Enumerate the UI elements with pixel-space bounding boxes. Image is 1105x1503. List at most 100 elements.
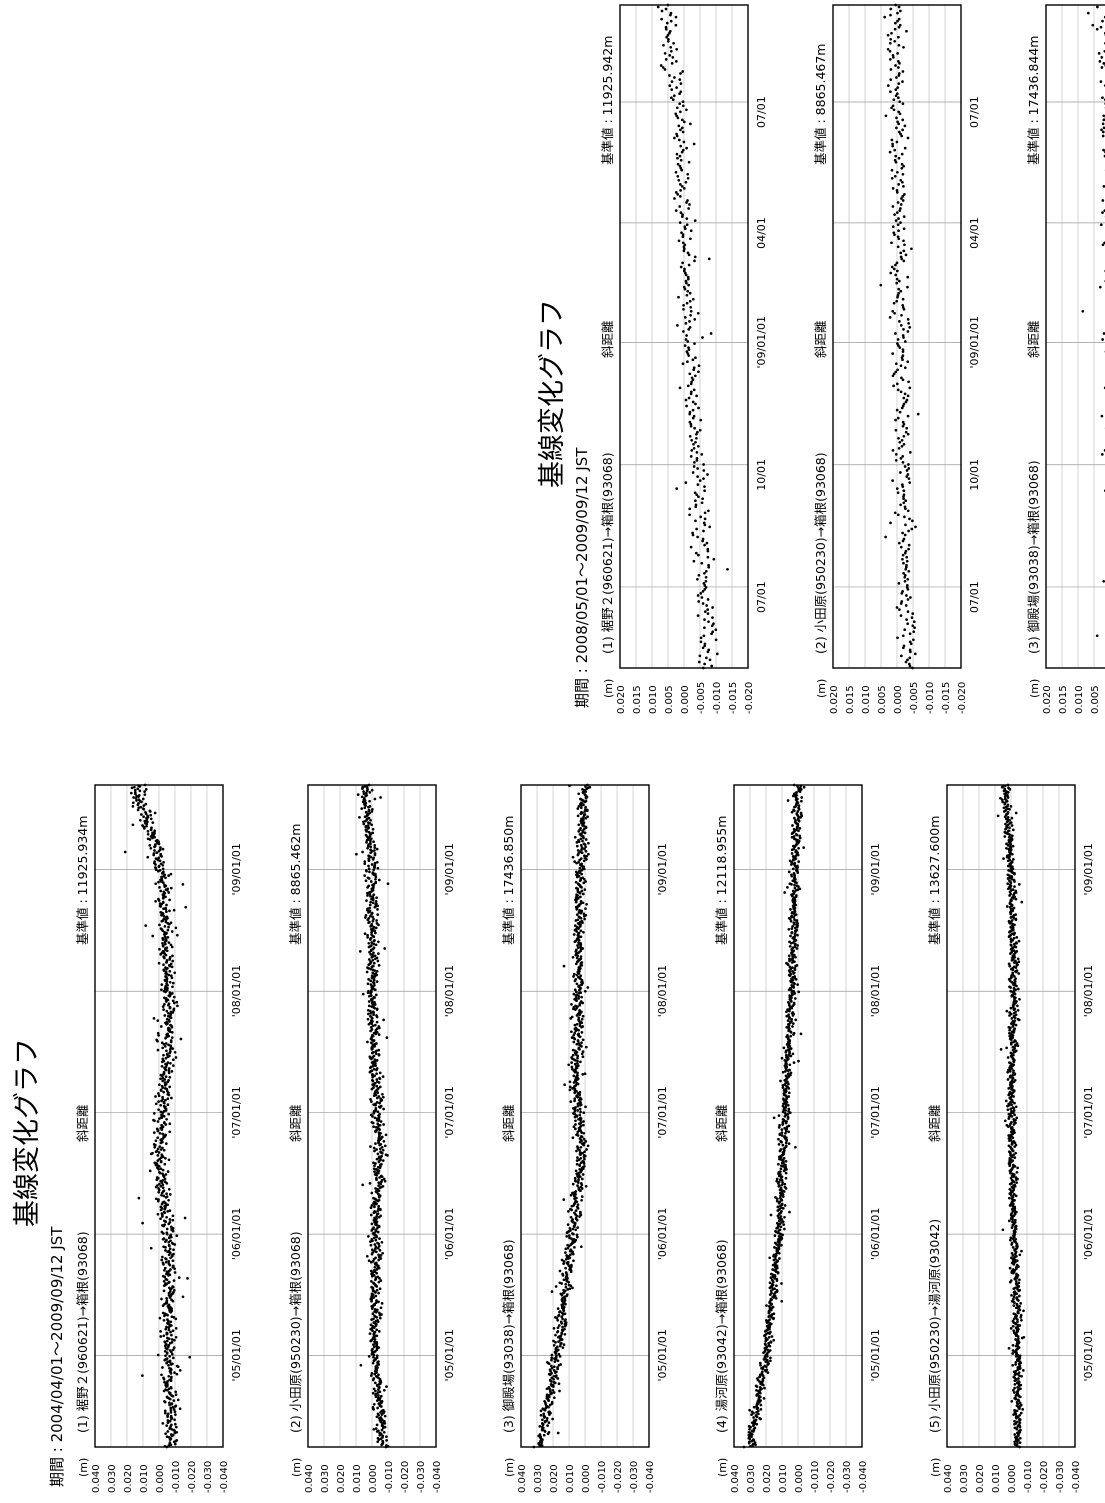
data-point <box>171 954 174 957</box>
data-point <box>678 102 681 105</box>
data-point <box>375 1299 378 1302</box>
data-point <box>162 950 165 953</box>
data-point <box>169 981 172 984</box>
data-point <box>767 1332 770 1335</box>
data-point <box>161 1172 164 1175</box>
data-point <box>379 1072 382 1075</box>
data-point <box>682 304 685 307</box>
data-point <box>165 1261 168 1264</box>
data-point <box>788 1063 791 1066</box>
data-point <box>159 853 162 856</box>
data-point <box>587 842 590 845</box>
data-point <box>693 260 696 263</box>
data-point <box>367 1018 370 1021</box>
data-point <box>692 409 695 412</box>
data-point <box>711 606 714 609</box>
data-point <box>569 1100 572 1103</box>
data-point <box>168 970 171 973</box>
data-point <box>679 195 682 198</box>
data-point <box>1016 969 1019 972</box>
data-point <box>162 1186 165 1189</box>
reference-value-label: 基準値 : 11925.934m <box>75 816 90 945</box>
y-tick-label: -0.020 <box>187 1461 198 1493</box>
data-point <box>163 1319 166 1322</box>
data-point <box>168 1002 171 1005</box>
data-point <box>579 1151 582 1154</box>
data-point <box>784 1183 787 1186</box>
data-point <box>703 634 706 637</box>
data-point <box>792 1022 795 1025</box>
data-point <box>702 538 705 541</box>
data-point <box>787 1130 790 1133</box>
data-point <box>160 1111 163 1114</box>
data-point <box>587 853 590 856</box>
data-point <box>168 1304 171 1307</box>
data-point <box>1008 1150 1011 1153</box>
data-point <box>380 1155 383 1158</box>
data-point <box>376 970 379 973</box>
data-point <box>694 374 697 377</box>
data-point <box>692 358 695 361</box>
data-point <box>372 1226 375 1229</box>
data-point <box>660 64 663 67</box>
data-point <box>376 1319 379 1322</box>
data-point <box>367 1013 370 1016</box>
data-point <box>383 1178 386 1181</box>
data-point <box>363 860 366 863</box>
data-point <box>564 1267 567 1270</box>
data-point <box>699 655 702 658</box>
data-point <box>580 1182 583 1185</box>
baseline-label: (1) 裾野２(960621)→箱根(93068) <box>75 1231 90 1433</box>
data-point <box>541 1422 544 1425</box>
data-point <box>1005 1010 1008 1013</box>
data-point <box>792 921 795 924</box>
data-point <box>162 868 165 871</box>
data-point <box>369 805 372 808</box>
data-point <box>563 1328 566 1331</box>
data-point <box>777 1138 780 1141</box>
data-point <box>769 1281 772 1284</box>
data-point <box>1017 1380 1020 1383</box>
data-point <box>160 1074 163 1077</box>
data-point <box>132 805 135 808</box>
x-tick-label: '09/01/01 <box>869 843 882 895</box>
data-point <box>776 1222 779 1225</box>
data-point <box>373 946 376 949</box>
data-point <box>1016 1171 1019 1174</box>
data-point <box>685 399 688 402</box>
data-point <box>708 526 711 529</box>
data-point <box>164 975 167 978</box>
data-point <box>785 1160 788 1163</box>
data-point <box>135 797 138 800</box>
data-point <box>687 346 690 349</box>
data-point <box>579 1061 582 1064</box>
data-point <box>1005 1047 1008 1050</box>
data-point <box>160 1089 163 1092</box>
y-tick-label: 0.000 <box>680 685 691 714</box>
data-point <box>786 1080 789 1083</box>
data-point <box>693 342 696 345</box>
data-point <box>686 173 689 176</box>
data-point <box>778 1114 781 1117</box>
data-point <box>382 1149 385 1152</box>
data-point <box>585 1046 588 1049</box>
data-point <box>572 1183 575 1186</box>
data-point <box>373 849 376 852</box>
data-point <box>679 387 682 390</box>
data-point <box>759 1362 762 1365</box>
data-point <box>580 1041 583 1044</box>
data-point <box>1007 1056 1010 1059</box>
data-point <box>1020 1314 1023 1317</box>
data-point <box>585 800 588 803</box>
data-point <box>689 292 692 295</box>
data-point <box>376 1067 379 1070</box>
data-point <box>582 1038 585 1041</box>
data-point <box>680 159 683 162</box>
data-point <box>583 913 586 916</box>
data-point <box>371 863 374 866</box>
data-point <box>173 1346 176 1349</box>
unit-label: (m) <box>503 1458 516 1477</box>
data-point <box>160 862 163 865</box>
